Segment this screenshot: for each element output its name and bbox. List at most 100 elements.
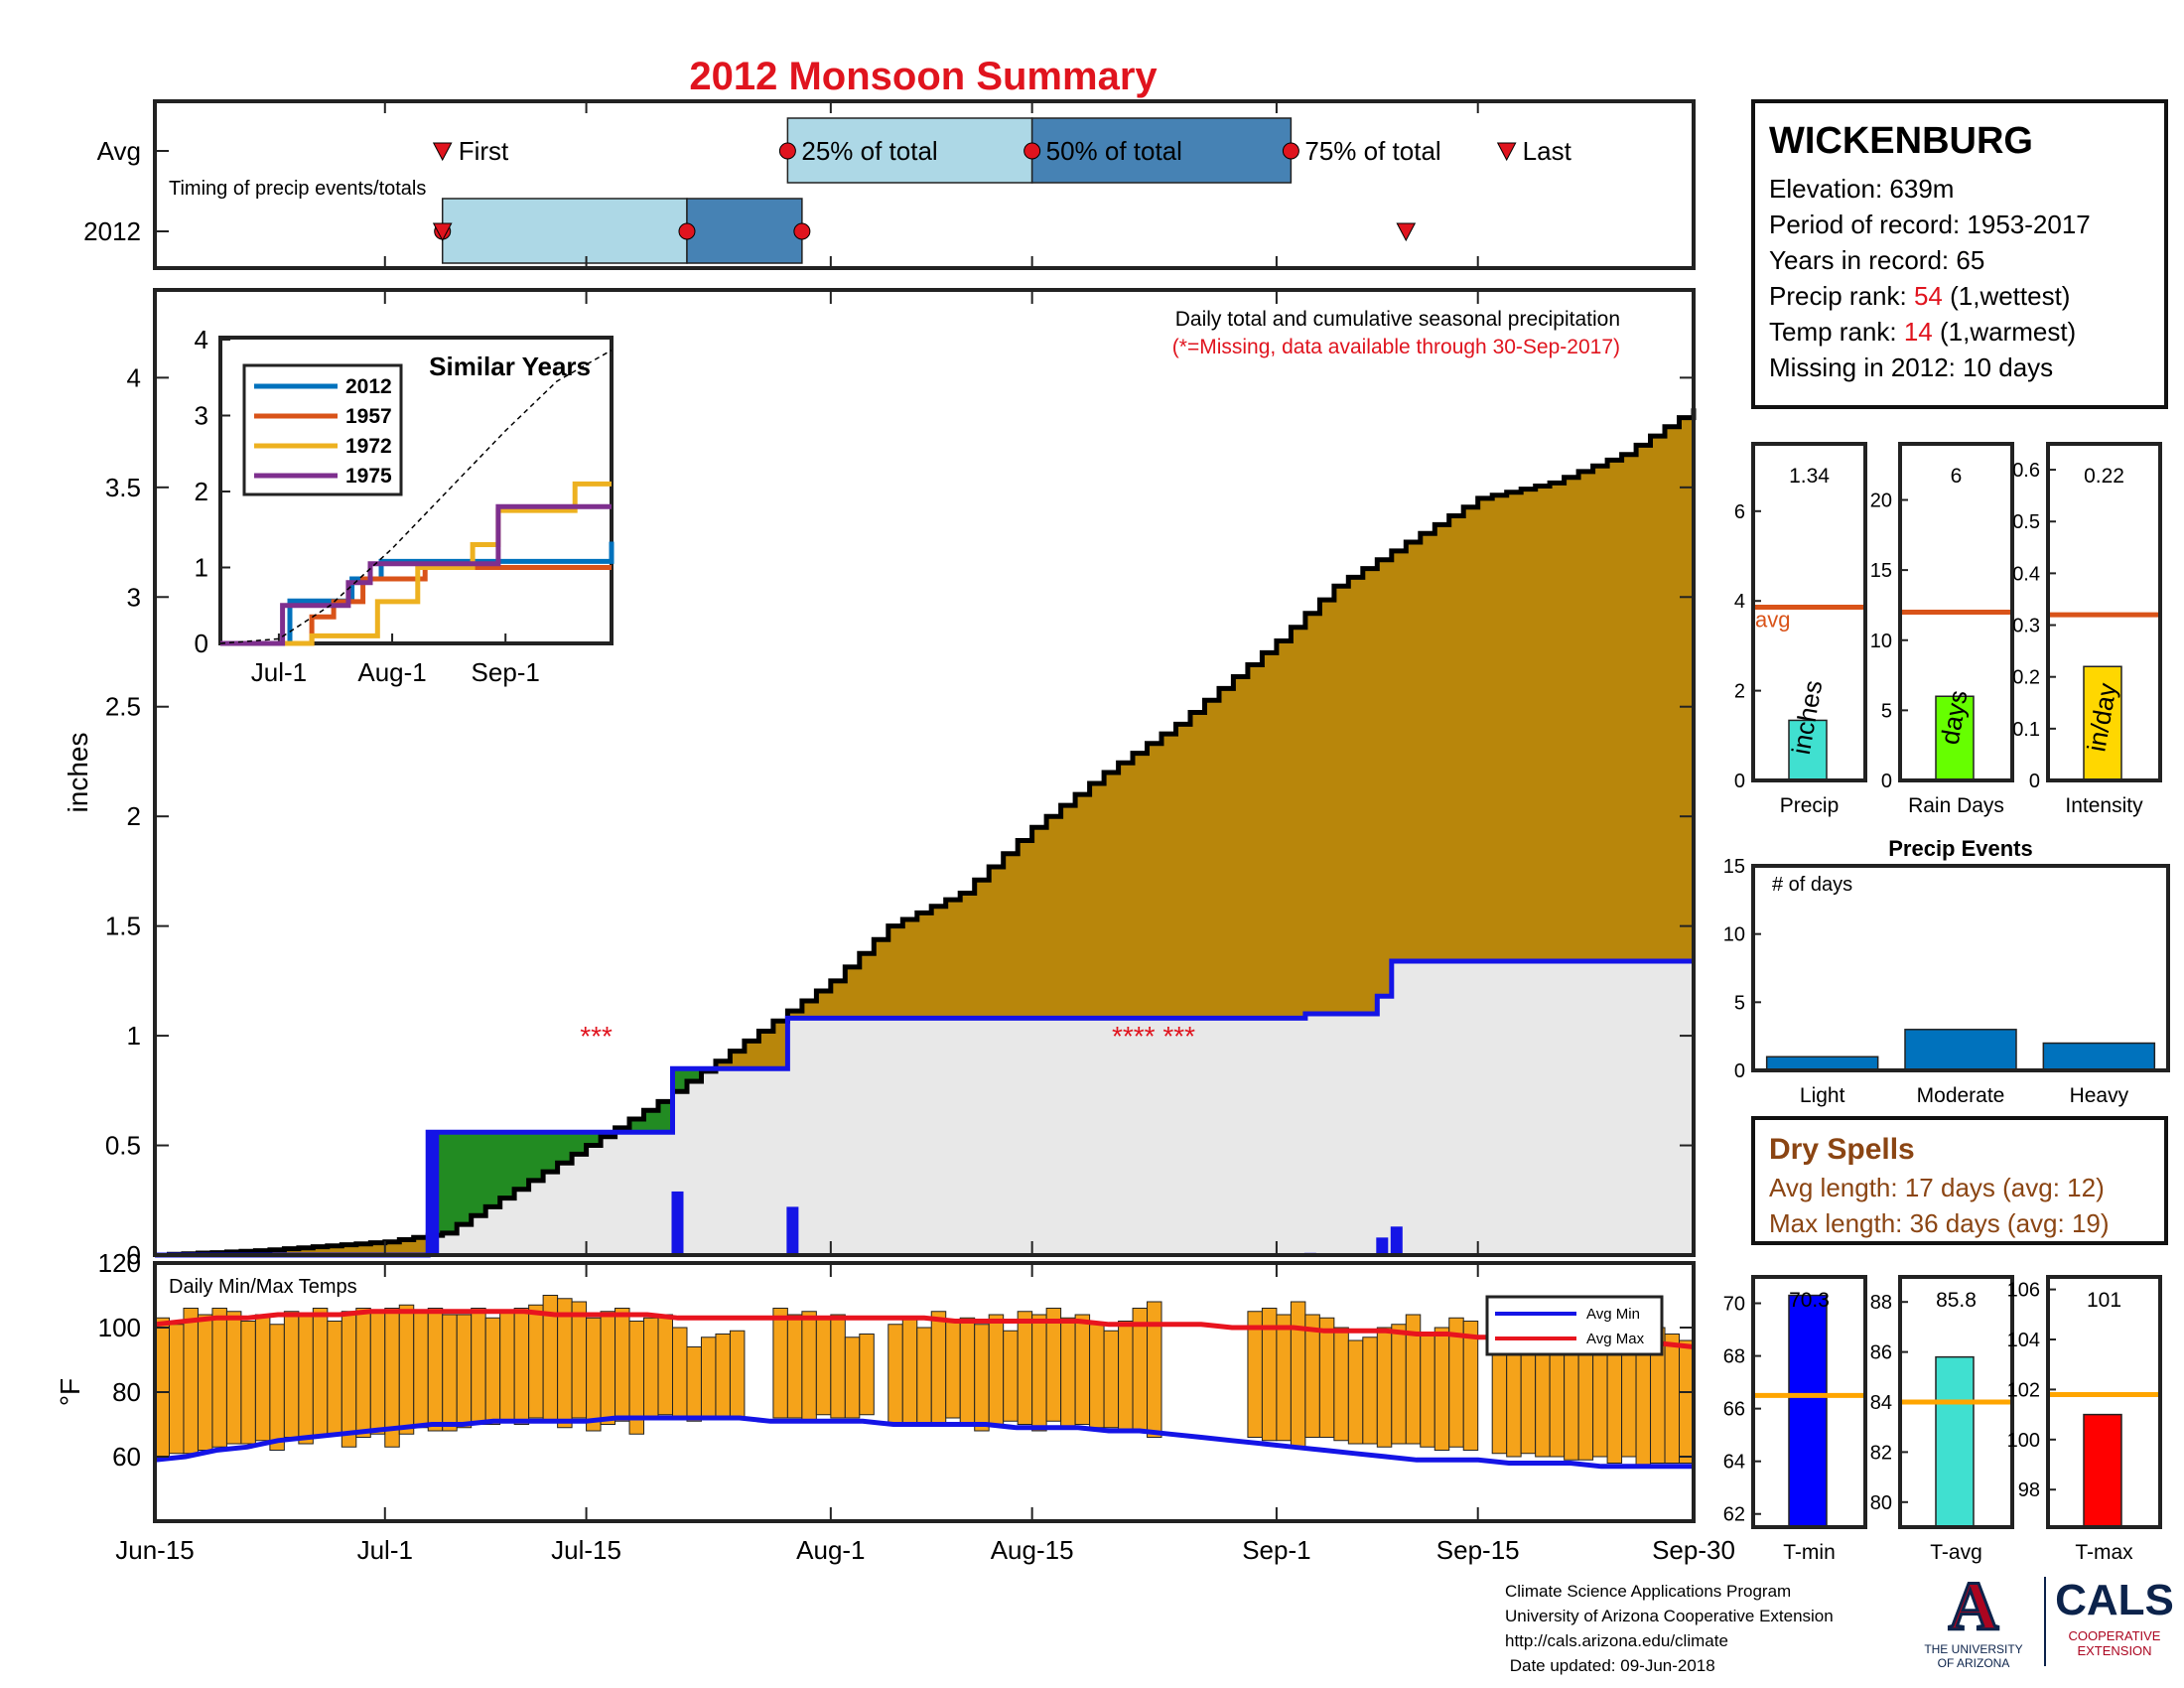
daily-temp-bar xyxy=(269,1324,285,1451)
daily-temp-bar xyxy=(1362,1336,1378,1445)
mini-temp-y-tick-label: 98 xyxy=(2018,1479,2040,1501)
missing-data-note: (*=Missing, data available through 30-Se… xyxy=(1172,336,1620,358)
x-tick-label: Sep-1 xyxy=(1242,1535,1310,1565)
daily-temp-bar xyxy=(887,1324,903,1425)
x-tick-label: Aug-1 xyxy=(796,1535,865,1565)
mini-temp-bar-T-avg xyxy=(1935,1355,1975,1528)
daily-temp-bar xyxy=(974,1324,990,1432)
missing-data-marker: *** xyxy=(580,1021,613,1052)
daily-temp-bar xyxy=(168,1324,185,1455)
mini-y-tick-label: 15 xyxy=(1870,560,1892,582)
mini-temp-y-tick-label: 102 xyxy=(2007,1379,2040,1401)
daily-temp-bar xyxy=(1606,1336,1623,1464)
dry-spells-title: Dry Spells xyxy=(1769,1133,1915,1166)
mini-y-tick-label: 0.1 xyxy=(2012,719,2040,741)
y-tick-label: 0.5 xyxy=(105,1131,141,1161)
timing-label: 50% of total xyxy=(1046,136,1182,166)
mini-value-label: 6 xyxy=(1951,465,1963,488)
mini-temp-y-tick-label: 66 xyxy=(1723,1399,1745,1421)
x-tick-label: Jun-15 xyxy=(115,1535,195,1565)
daily-temp-bar xyxy=(1147,1301,1162,1438)
daily-temp-bar xyxy=(1304,1314,1320,1438)
timing-marker-last xyxy=(1496,142,1517,162)
daily-temp-bar xyxy=(916,1327,932,1425)
legend-label: Avg Max xyxy=(1586,1331,1645,1347)
inset-series-line-2012 xyxy=(220,541,614,646)
daily-precip-bar xyxy=(786,1206,799,1255)
daily-temp-bar xyxy=(930,1311,947,1425)
mini-y-tick-label: 20 xyxy=(1870,491,1892,512)
inset-series-line-1972 xyxy=(220,481,612,646)
daily-precip-bar xyxy=(671,1191,684,1255)
daily-temp-bar xyxy=(1290,1301,1306,1448)
daily-temp-bar xyxy=(254,1314,271,1442)
daily-temp-bar xyxy=(341,1311,357,1448)
y-tick-label: 1.5 xyxy=(105,912,141,941)
footer-date: Date updated: 09-Jun-2018 xyxy=(1505,1656,1715,1675)
daily-temp-bar xyxy=(528,1304,544,1419)
timing-label: Last xyxy=(1523,136,1572,166)
daily-temp-bar xyxy=(586,1317,602,1432)
daily-temp-bar xyxy=(1679,1339,1695,1464)
daily-temp-bar xyxy=(859,1334,875,1416)
inset-y-tick-label: 3 xyxy=(195,401,208,431)
precip-rank: Precip rank: 54 (1,wettest) xyxy=(1769,281,2071,311)
station-elevation: Elevation: 639m xyxy=(1769,174,1955,204)
events-y-tick-label: 5 xyxy=(1734,992,1745,1014)
inset-x-tick-label: Aug-1 xyxy=(357,657,426,687)
y-tick-label: 2.5 xyxy=(105,692,141,722)
mini-temp-panel-frame xyxy=(1751,1275,1867,1529)
temp-rank: Temp rank: 14 (1,warmest) xyxy=(1769,317,2077,347)
timing-bar-2012-first-25 xyxy=(441,198,688,264)
cals-logo-text: CALS xyxy=(2055,1576,2174,1624)
daily-temp-bar xyxy=(786,1314,803,1419)
daily-temp-bar xyxy=(456,1314,473,1429)
mini-temp-y-tick-label: 68 xyxy=(1723,1346,1745,1368)
precip-events-ylabel: # of days xyxy=(1772,874,1852,896)
daily-temp-bar xyxy=(1276,1314,1292,1442)
legend-label: 2012 xyxy=(345,375,392,398)
daily-temp-bar xyxy=(1089,1324,1105,1429)
temp-y-tick-label: 100 xyxy=(98,1313,141,1342)
daily-temp-bar xyxy=(571,1301,588,1419)
precip-plot-frame xyxy=(153,288,1696,1257)
mini-y-tick-label: 0.4 xyxy=(2012,563,2040,585)
mini-y-tick-label: 0.5 xyxy=(2012,511,2040,533)
mini-y-tick-label: 0 xyxy=(1734,771,1745,792)
daily-temp-bar xyxy=(1103,1330,1120,1429)
daily-temp-bar xyxy=(484,1317,501,1425)
events-y-tick-label: 10 xyxy=(1723,924,1745,946)
daily-temp-bar xyxy=(772,1308,788,1419)
mini-temp-y-tick-label: 88 xyxy=(1870,1292,1892,1314)
daily-precip-bar xyxy=(427,1132,440,1255)
temp-y-tick-label: 80 xyxy=(112,1377,141,1407)
daily-precip-bar xyxy=(1376,1237,1389,1255)
y-tick-label: 2 xyxy=(127,801,141,831)
events-bar-Light xyxy=(1765,1055,1879,1071)
daily-temp-bar xyxy=(844,1336,861,1419)
mini-temp-y-tick-label: 62 xyxy=(1723,1504,1745,1526)
mini-panel-frame xyxy=(2046,442,2162,782)
mini-panel-frame xyxy=(1751,442,1867,782)
footer-link[interactable]: http://cals.arizona.edu/climate xyxy=(1505,1631,1728,1650)
mini-temp-y-tick-label: 84 xyxy=(1870,1392,1892,1414)
inset-title: Similar Years xyxy=(429,352,591,381)
events-category-label: Moderate xyxy=(1917,1084,2005,1107)
mini-temp-y-tick-label: 70 xyxy=(1723,1294,1745,1316)
timing-marker-50 xyxy=(1024,142,1041,160)
daily-temp-bar xyxy=(1074,1314,1091,1425)
daily-temp-bar xyxy=(1391,1324,1407,1445)
avg-min-line xyxy=(154,1415,1694,1470)
mini-temp-y-tick-label: 106 xyxy=(2007,1280,2040,1302)
mini-temp-value-label: 101 xyxy=(2087,1289,2121,1312)
legend-label: 1975 xyxy=(345,465,392,488)
daily-temp-bar xyxy=(700,1336,717,1419)
timing-marker-25 xyxy=(778,142,796,160)
timing-label: 25% of total xyxy=(801,136,937,166)
daily-temp-bar xyxy=(327,1321,342,1435)
daily-temp-bar xyxy=(657,1314,673,1416)
daily-temp-bar xyxy=(801,1311,817,1422)
footer-credits: Climate Science Applications Program Uni… xyxy=(1505,1579,1834,1678)
cals-logo-sub: EXTENSION xyxy=(2077,1643,2152,1658)
mini-y-tick-label: 0 xyxy=(2029,771,2040,792)
